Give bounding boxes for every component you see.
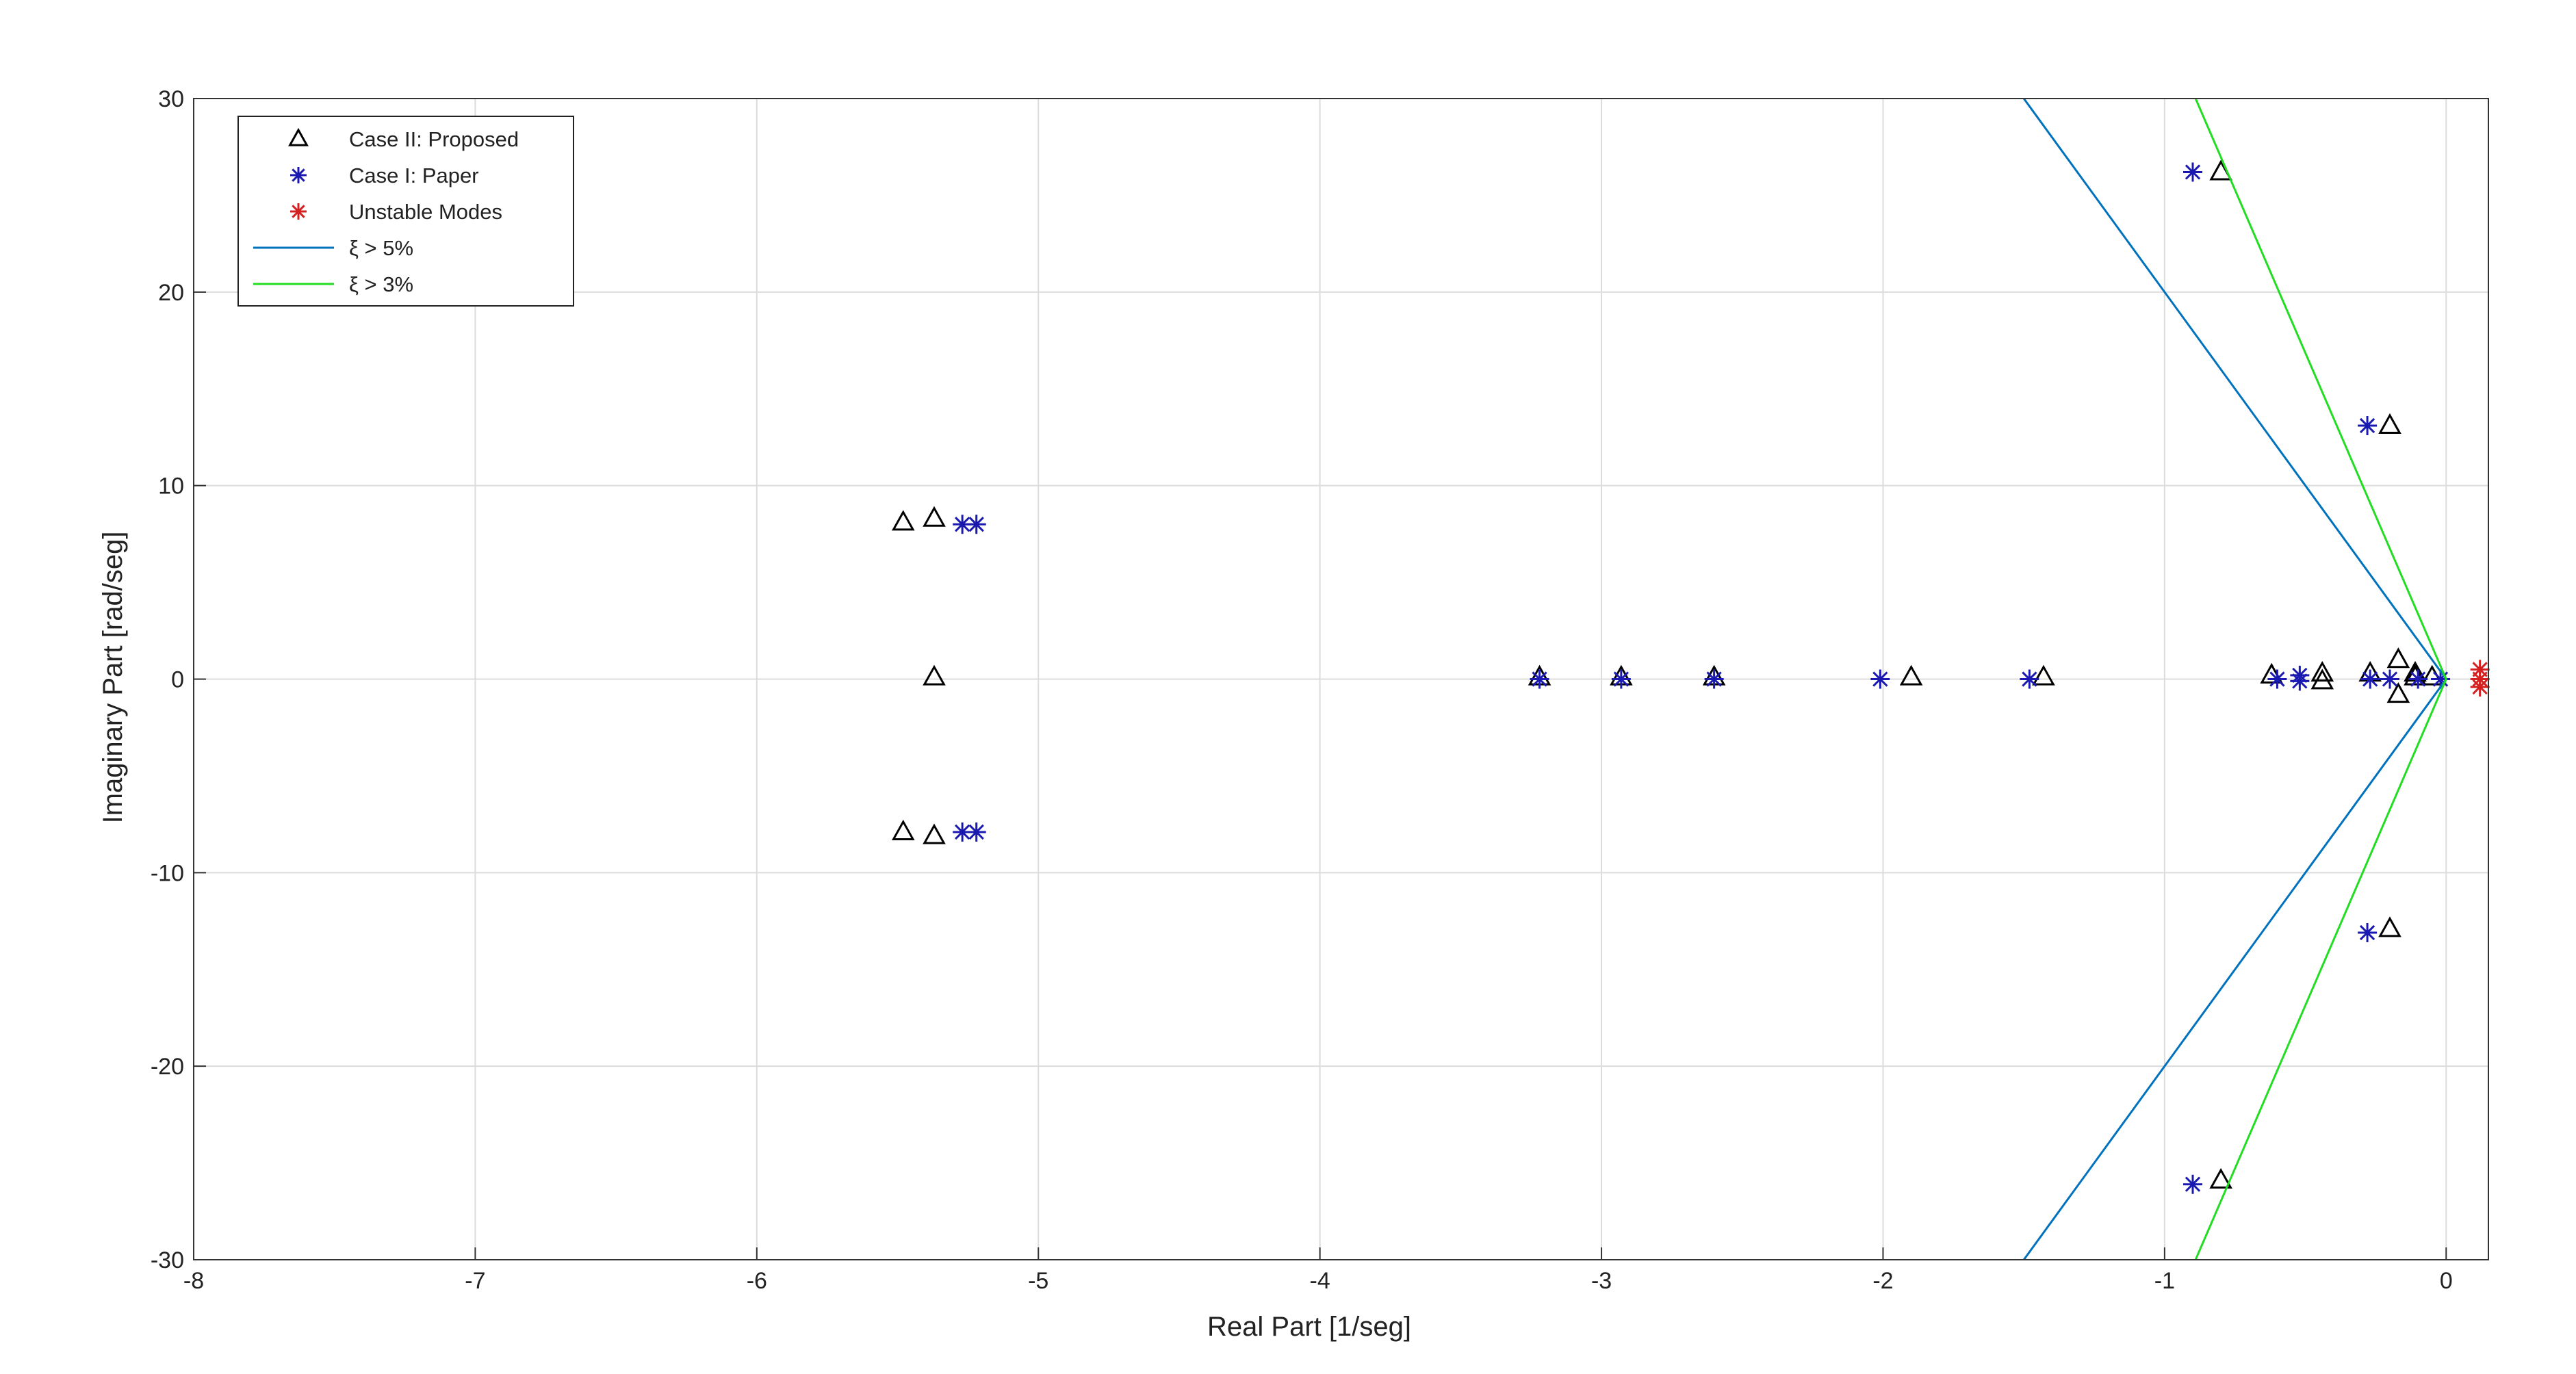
asterisk-marker [2431, 669, 2451, 689]
asterisk-marker [953, 515, 973, 534]
axes-box [193, 98, 2489, 1260]
x-tick-label: -8 [183, 1268, 204, 1294]
asterisk-marker [1530, 669, 1549, 689]
triangle-marker [2310, 660, 2334, 682]
asterisk-marker [2408, 669, 2428, 689]
x-axis-label: Real Part [1/seg] [1207, 1312, 1411, 1342]
legend-symbol [288, 127, 309, 146]
x-tick-label: 0 [2440, 1268, 2453, 1294]
asterisk-marker [966, 515, 986, 534]
legend-label: Unstable Modes [349, 200, 502, 224]
legend-label: Case I: Paper [349, 164, 479, 187]
asterisk-marker [2358, 415, 2378, 435]
asterisk-marker [1611, 669, 1631, 689]
legend-symbol [290, 203, 307, 220]
asterisk-marker [2470, 660, 2490, 679]
asterisk-marker [2183, 162, 2203, 182]
y-tick-label: 0 [171, 667, 184, 693]
asterisk-marker [2470, 669, 2490, 689]
asterisk-marker [2360, 669, 2380, 689]
triangle-marker [891, 819, 915, 840]
x-tick-label: -4 [1310, 1268, 1330, 1294]
triangle-marker [2209, 1167, 2232, 1189]
asterisk-marker [1704, 669, 1724, 689]
y-tick-label: -10 [151, 860, 184, 886]
triangle-marker [1899, 664, 1923, 686]
triangle-marker [2378, 916, 2401, 937]
y-tick-label: -20 [151, 1054, 184, 1080]
asterisk-marker [2020, 669, 2039, 689]
x-tick-label: -5 [1028, 1268, 1048, 1294]
legend-label: ξ > 3% [349, 272, 413, 296]
x-tick-label: -3 [1591, 1268, 1612, 1294]
plot-area [891, 98, 2490, 1260]
triangle-marker [923, 664, 946, 686]
triangle-marker [2378, 413, 2401, 434]
y-tick-label: 30 [158, 86, 184, 112]
triangle-marker [2032, 664, 2055, 686]
asterisk-marker [2380, 669, 2400, 689]
legend-label: Case II: Proposed [349, 127, 519, 151]
triangle-marker [2386, 647, 2410, 669]
asterisk-marker [2290, 671, 2310, 691]
triangle-marker [923, 506, 946, 527]
legend-symbol [290, 167, 307, 183]
legend: Case II: Proposed Case I: Paper Unstable M… [237, 116, 574, 307]
triangle-marker [2310, 669, 2334, 690]
damping-line [2194, 98, 2447, 1260]
y-tick-label: -30 [151, 1247, 184, 1273]
x-tick-label: -6 [747, 1268, 767, 1294]
y-tick-label: 20 [158, 280, 184, 306]
x-tick-label: -7 [465, 1268, 485, 1294]
asterisk-marker [966, 822, 986, 842]
triangle-marker [923, 823, 946, 844]
asterisk-marker [1870, 669, 1890, 689]
y-tick-label: 10 [158, 474, 184, 500]
x-tick-label: -1 [2154, 1268, 2175, 1294]
x-tick-label: -2 [1872, 1268, 1893, 1294]
asterisk-marker [2183, 1174, 2203, 1194]
triangle-marker [2386, 682, 2410, 703]
asterisk-marker [953, 822, 973, 842]
asterisk-marker [2358, 923, 2378, 943]
asterisk-marker [2267, 669, 2287, 689]
legend-label: ξ > 5% [349, 236, 413, 260]
triangle-marker [891, 510, 915, 531]
y-axis-label: Imaginary Part [rad/seg] [98, 532, 128, 824]
